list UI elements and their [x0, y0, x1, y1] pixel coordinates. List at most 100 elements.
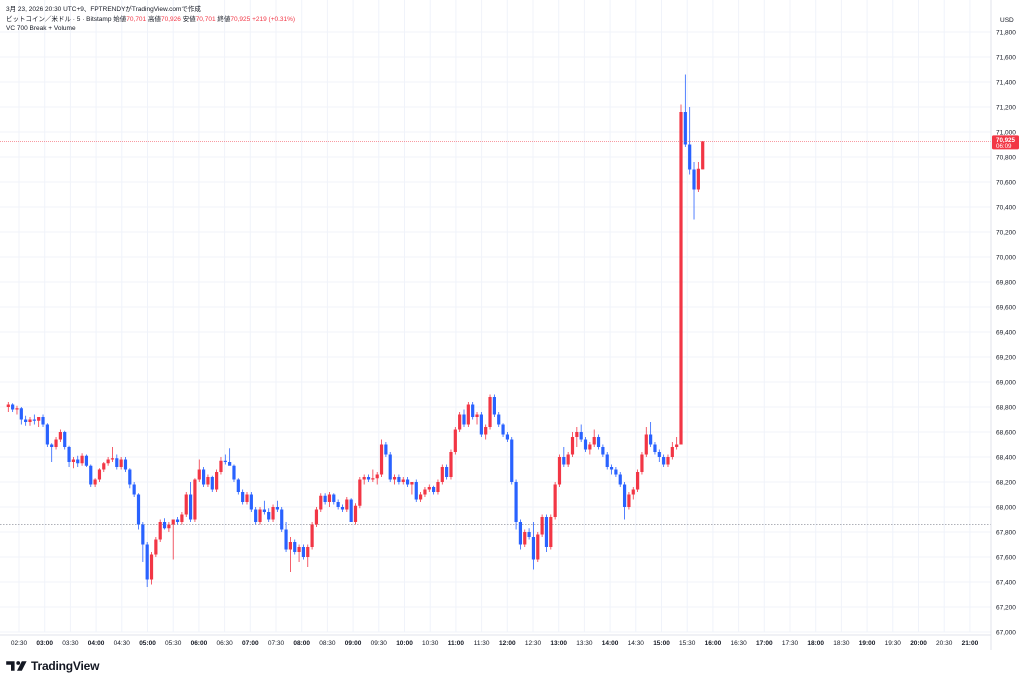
high-label: 高値 — [147, 16, 161, 23]
chart-info-line: 3月 23, 2026 20:30 UTC+9、FPTRENDYがTrading… — [6, 3, 201, 13]
y-tick-label: 71,000 — [996, 129, 1016, 136]
candle-body — [540, 517, 544, 535]
candle-body — [688, 144, 692, 170]
candle-body — [97, 469, 102, 480]
candle-body — [310, 524, 314, 547]
candle-body — [89, 465, 93, 485]
x-tick-label: 15:30 — [679, 640, 696, 647]
candle-body — [609, 467, 614, 470]
candle-body — [440, 467, 444, 482]
x-tick-label: 03:30 — [62, 640, 79, 647]
candle-body — [514, 482, 518, 522]
candle-body — [601, 447, 605, 455]
candle-body — [414, 482, 418, 500]
candle-body — [19, 408, 23, 420]
candle-body — [219, 460, 223, 472]
symbol-label[interactable]: ビットコイン／米ドル · 5 · Bitstamp — [6, 16, 112, 23]
candle-body — [232, 465, 236, 480]
candle-body — [644, 434, 648, 455]
candle-body — [297, 547, 301, 552]
x-tick-label: 05:00 — [139, 640, 156, 647]
candle-body — [37, 417, 41, 421]
x-tick-label: 06:00 — [191, 640, 208, 647]
candle-body — [653, 444, 657, 452]
candle-body — [71, 459, 75, 462]
low-label: 安値 — [182, 16, 196, 23]
candle-body — [123, 459, 128, 470]
x-tick-label: 21:00 — [962, 640, 979, 647]
x-tick-label: 17:00 — [756, 640, 773, 647]
candle-body — [505, 434, 509, 440]
candle-body — [453, 429, 457, 452]
candle-body — [553, 484, 557, 517]
candle-body — [510, 439, 514, 482]
candle-body — [332, 494, 336, 502]
candle-body — [544, 517, 549, 547]
candle-body — [679, 112, 683, 445]
candle-body — [570, 437, 575, 455]
candle-body — [102, 463, 106, 470]
y-tick-label: 68,600 — [996, 429, 1016, 436]
candle-body — [340, 507, 345, 510]
time-axis[interactable]: 02:30 03:00 03:30 04:00 04:30 05:00 05:30 06:00… — [0, 634, 991, 647]
tradingview-logo[interactable]: TradingView — [6, 659, 99, 673]
candle-body — [631, 489, 635, 495]
candle-body — [180, 514, 184, 522]
x-tick-label: 02:30 — [11, 640, 28, 647]
candle-body — [306, 547, 310, 557]
candle-body — [405, 479, 410, 485]
candle-body — [84, 455, 89, 466]
price-axis[interactable]: 67,000 67,200 67,400 67,600 67,800 68,000 68,2… — [990, 0, 1016, 650]
x-tick-label: 08:30 — [319, 640, 336, 647]
candle-body — [371, 478, 375, 480]
x-tick-label: 14:00 — [602, 640, 619, 647]
candle-body — [384, 444, 388, 455]
candle-body — [41, 417, 45, 425]
candle-body — [136, 494, 141, 525]
candle-body — [362, 477, 366, 480]
candle-body — [583, 439, 588, 450]
candle-body — [449, 452, 453, 477]
x-tick-label: 10:30 — [422, 640, 439, 647]
candle-body — [349, 499, 353, 522]
low-value: 70,701 — [195, 16, 216, 23]
x-tick-label: 18:00 — [807, 640, 824, 647]
candle-body — [184, 494, 188, 515]
candle-body — [15, 408, 19, 410]
candle-body — [267, 512, 271, 520]
candle-body — [241, 492, 245, 502]
candle-body — [358, 479, 362, 506]
indicator-label[interactable]: VC 700 Break + Volume — [6, 25, 76, 32]
candle-body — [432, 487, 436, 492]
candle-body — [401, 479, 405, 482]
candle-body — [327, 494, 332, 502]
candle-body — [319, 495, 323, 510]
y-tick-label: 69,800 — [996, 279, 1016, 286]
x-tick-label: 18:30 — [833, 640, 850, 647]
candle-body — [427, 487, 431, 490]
x-tick-label: 19:00 — [859, 640, 876, 647]
candle-body — [149, 554, 154, 580]
candle-body — [314, 509, 319, 525]
candle-body — [366, 477, 371, 480]
candle-body — [436, 482, 440, 492]
candle-body — [696, 168, 700, 190]
candle-body — [288, 542, 292, 550]
y-tick-label: 68,000 — [996, 504, 1016, 511]
currency-label: USD — [1000, 17, 1014, 24]
y-tick-label: 69,600 — [996, 304, 1016, 311]
candle-body — [622, 484, 627, 507]
candle-body — [249, 494, 253, 510]
candle-body — [462, 414, 466, 425]
candle-body — [171, 519, 175, 525]
y-tick-label: 67,800 — [996, 529, 1016, 536]
indicator-legend[interactable]: VC 700 Break + Volume — [6, 25, 76, 32]
candle-body — [353, 505, 358, 522]
x-tick-label: 09:00 — [345, 640, 362, 647]
candle-body — [410, 482, 414, 485]
candle-body — [397, 477, 401, 482]
y-tick-label: 71,800 — [996, 29, 1016, 36]
candle-body — [657, 452, 661, 457]
candle-body — [670, 447, 674, 457]
